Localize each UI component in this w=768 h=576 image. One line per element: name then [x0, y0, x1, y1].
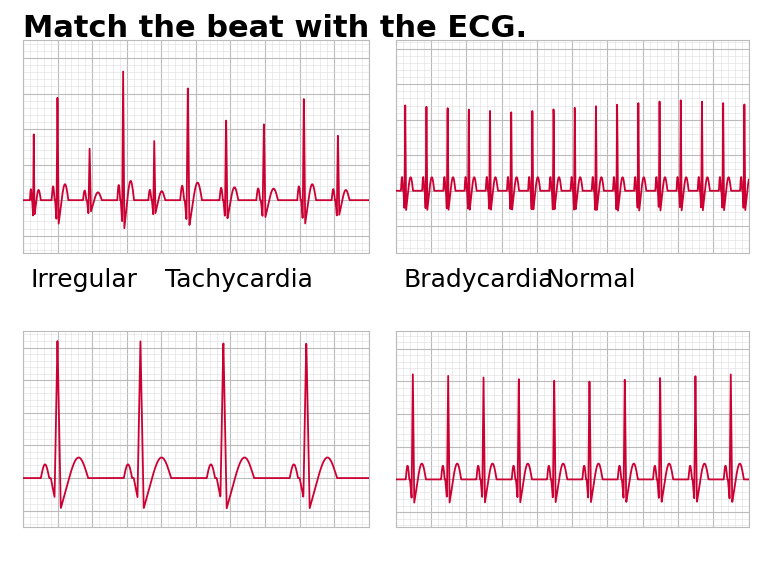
Text: Match the beat with the ECG.: Match the beat with the ECG.	[23, 14, 527, 43]
Text: Normal: Normal	[545, 268, 636, 292]
Text: Tachycardia: Tachycardia	[165, 268, 313, 292]
Text: Irregular: Irregular	[31, 268, 137, 292]
Text: Bradycardia: Bradycardia	[403, 268, 554, 292]
